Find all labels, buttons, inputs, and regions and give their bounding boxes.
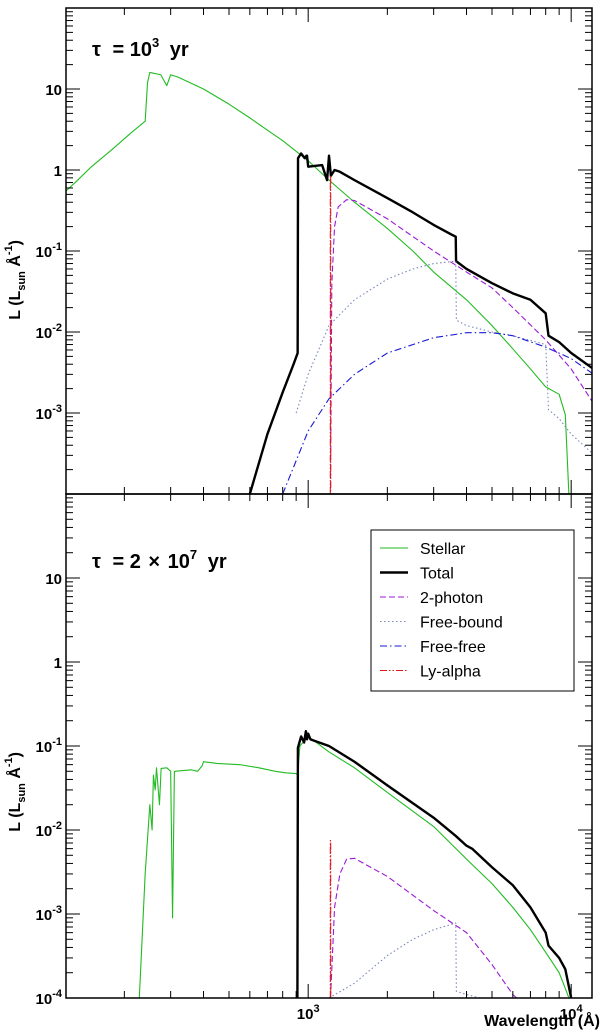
- top-y-tick-label: 10: [45, 82, 62, 99]
- bottom-series-total: [296, 730, 573, 998]
- legend: Stellar Total 2-photon Free-bound Free-free L…: [370, 529, 575, 692]
- bottom-y-tick-label: 10-3: [36, 904, 62, 924]
- top-panel-curves: [66, 71, 592, 494]
- top-panel-y-axis-label: L (Lsun Å-1): [3, 240, 28, 320]
- bottom-panel-frame: [65, 493, 593, 999]
- top-series-free-free: [282, 332, 592, 494]
- legend-label: Stellar: [420, 541, 466, 558]
- bottom-panel-y-axis-label: L (Lsun Å-1): [3, 752, 28, 832]
- top-y-tick-label: 10-3: [36, 403, 62, 423]
- top-panel: 10-3 10-2 10-1 1 10 τ = 103 yr L (Lsun Å-1): [3, 7, 593, 495]
- top-y-tick-label: 1: [54, 163, 62, 180]
- top-panel-title: τ = 103 yr: [92, 30, 189, 61]
- bottom-y-tick-label: 10-4: [36, 988, 63, 1008]
- bottom-y-tick-label: 10-1: [36, 736, 62, 756]
- top-series-two-photon: [329, 199, 592, 488]
- top-series-total: [248, 152, 592, 494]
- bottom-panel: 10-4 10-3 10-2 10-1 1 10 103 104 τ = 2 × 107 yr…: [3, 493, 593, 1023]
- top-series-stellar: [66, 71, 570, 494]
- bottom-panel-title: τ = 2 × 107 yr: [92, 542, 227, 573]
- legend-label: 2-photon: [420, 590, 483, 607]
- legend-label: Total: [420, 566, 454, 583]
- bottom-series-free-bound: [328, 922, 481, 998]
- legend-entry-free-free: Free-free: [380, 639, 486, 656]
- legend-label: Ly-alpha: [420, 664, 481, 681]
- x-axis-label: Wavelength (Å): [484, 1011, 600, 1030]
- bottom-y-tick-label: 10-2: [36, 820, 62, 840]
- legend-entry-stellar: Stellar: [380, 541, 466, 558]
- bottom-series-two-photon: [329, 857, 517, 998]
- top-y-tick-label: 10-1: [36, 241, 62, 261]
- legend-entries: Stellar Total 2-photon Free-bound Free-free L…: [380, 541, 503, 681]
- bottom-y-tick-label: 1: [54, 655, 62, 672]
- legend-label: Free-free: [420, 639, 486, 656]
- legend-box: [370, 529, 575, 692]
- top-panel-ticks: [66, 7, 592, 495]
- bottom-panel-curves: [138, 730, 573, 998]
- legend-entry-two-photon: 2-photon: [380, 590, 483, 607]
- bottom-panel-tick-labels: 10-4 10-3 10-2 10-1 1 10 103 104: [36, 571, 584, 1023]
- bottom-y-tick-label: 10: [45, 571, 62, 588]
- legend-entry-ly-alpha: Ly-alpha: [380, 664, 481, 681]
- bottom-series-stellar: [138, 735, 570, 998]
- legend-entry-total: Total: [380, 566, 454, 583]
- legend-entry-free-bound: Free-bound: [380, 615, 503, 632]
- top-y-tick-label: 10-2: [36, 322, 62, 342]
- legend-label: Free-bound: [420, 615, 503, 632]
- bottom-x-tick-label: 103: [297, 1003, 320, 1023]
- bottom-x-tick-label: 104: [560, 1003, 584, 1023]
- top-panel-tick-labels: 10-3 10-2 10-1 1 10: [36, 82, 62, 423]
